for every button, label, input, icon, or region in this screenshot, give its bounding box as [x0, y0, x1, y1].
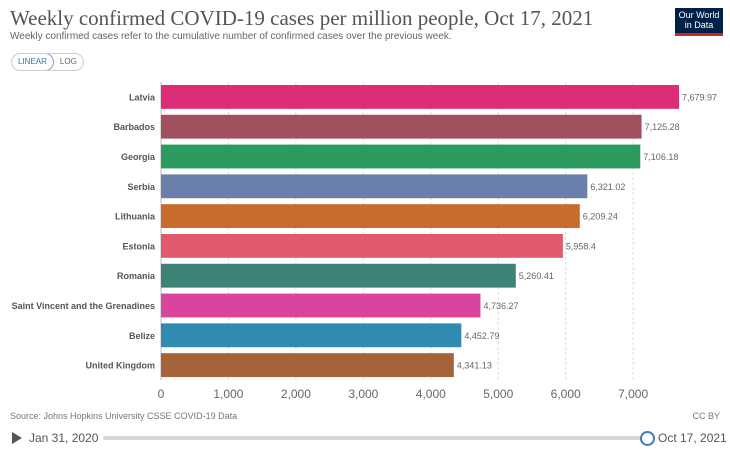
bar-chart: 0 1,000 2,000 3,000 4,000 5,000 6,000 7,000 Latv… — [12, 82, 717, 401]
category-label: Estonia — [122, 241, 156, 251]
logo-line-2: in Data — [684, 20, 714, 30]
category-label: Latvia — [129, 92, 156, 102]
bar[interactable] — [161, 353, 454, 378]
bar[interactable] — [161, 84, 679, 109]
bar[interactable] — [161, 144, 641, 169]
logo-line-1: Our World — [678, 10, 720, 20]
category-label: Belize — [129, 331, 155, 341]
play-icon[interactable] — [12, 432, 22, 444]
x-tick-label: 6,000 — [551, 387, 581, 401]
value-label: 7,679.97 — [682, 92, 717, 102]
x-tick-label: 3,000 — [348, 387, 378, 401]
value-label: 6,209.24 — [583, 212, 618, 222]
timeline-handle[interactable] — [640, 431, 655, 446]
value-label: 5,260.41 — [519, 271, 554, 281]
owid-logo[interactable]: Our World in Data — [675, 8, 723, 36]
source-note[interactable]: Source: Johns Hopkins University CSSE CO… — [10, 411, 238, 421]
x-tick-label: 1,000 — [213, 387, 243, 401]
timeline-start-label: Jan 31, 2020 — [29, 431, 99, 445]
category-label: Serbia — [127, 182, 156, 192]
value-label: 7,106.18 — [643, 152, 678, 162]
license-label[interactable]: CC BY — [692, 411, 720, 421]
category-label: Saint Vincent and the Grenadines — [12, 301, 155, 311]
bar[interactable] — [161, 233, 563, 258]
category-label: Lithuania — [115, 212, 156, 222]
chart-subtitle: Weekly confirmed cases refer to the cumu… — [10, 31, 452, 42]
value-label: 4,736.27 — [483, 301, 518, 311]
log-scale-button[interactable]: LOG — [59, 57, 77, 66]
bar[interactable] — [161, 114, 642, 139]
bar[interactable] — [161, 174, 588, 199]
scale-toggle[interactable]: LINEAR LOG — [11, 53, 84, 71]
category-label: Barbados — [113, 122, 155, 132]
value-label: 6,321.02 — [590, 182, 625, 192]
bar[interactable] — [161, 323, 462, 348]
value-label: 4,452.79 — [464, 331, 499, 341]
x-tick-label: 7,000 — [618, 387, 648, 401]
linear-scale-button[interactable]: LINEAR — [11, 54, 54, 70]
bar[interactable] — [161, 204, 580, 229]
value-label: 7,125.28 — [645, 122, 680, 132]
timeline-end-label: Oct 17, 2021 — [658, 431, 727, 445]
x-tick-label: 4,000 — [416, 387, 446, 401]
category-label: Romania — [117, 271, 156, 281]
category-label: Georgia — [121, 152, 156, 162]
value-label: 4,341.13 — [457, 361, 492, 371]
bar[interactable] — [161, 263, 516, 288]
bar[interactable] — [161, 293, 481, 318]
x-tick-label: 0 — [158, 387, 165, 401]
x-tick-label: 2,000 — [281, 387, 311, 401]
timeline-track[interactable] — [103, 436, 646, 440]
chart-title: Weekly confirmed COVID-19 cases per mill… — [10, 6, 594, 30]
category-label: United Kingdom — [86, 361, 156, 371]
x-tick-label: 5,000 — [483, 387, 513, 401]
timeline: Jan 31, 2020 Oct 17, 2021 — [0, 426, 730, 450]
value-label: 5,958.4 — [566, 241, 596, 251]
